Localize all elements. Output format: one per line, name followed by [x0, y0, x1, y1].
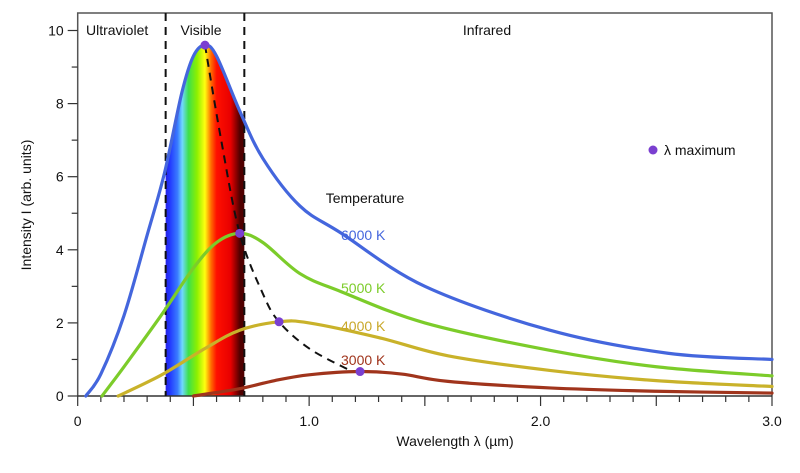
- series-label-5000k: 5000 K: [341, 280, 386, 296]
- region-label-infrared: Infrared: [463, 22, 511, 38]
- curve-5000k: [100, 231, 774, 398]
- plot-frame: [76, 12, 773, 396]
- y-axis-label: Intensity I (arb. units): [18, 140, 34, 271]
- region-label-ultraviolet: Ultraviolet: [86, 22, 148, 38]
- lambda-max-locus: [204, 44, 349, 371]
- region-label-visible: Visible: [181, 22, 222, 38]
- series-label-6000k: 6000 K: [341, 227, 386, 243]
- temperature-heading: Temperature: [326, 190, 405, 206]
- x-tick-label: 1.0: [299, 413, 319, 429]
- curve-6000k: [84, 43, 774, 398]
- y-tick-label: 4: [56, 242, 64, 258]
- legend-marker: [648, 145, 658, 155]
- legend-label: λ maximum: [664, 142, 736, 158]
- x-tick-label: 2.0: [531, 413, 551, 429]
- curve-3000k: [191, 369, 774, 398]
- lambda-max-point-5000k: [235, 228, 245, 238]
- y-tick-label: 2: [56, 315, 64, 331]
- x-tick-label: 0: [74, 413, 82, 429]
- series-label-3000k: 3000 K: [341, 352, 386, 368]
- lambda-max-point-6000k: [200, 40, 210, 50]
- x-tick-label: 3.0: [762, 413, 782, 429]
- y-tick-label: 0: [56, 388, 64, 404]
- y-tick-label: 10: [48, 23, 64, 39]
- curve-4000k: [116, 319, 774, 398]
- series-label-4000k: 4000 K: [341, 318, 386, 334]
- lambda-max-point-3000k: [355, 367, 365, 377]
- x-axis-label: Wavelength λ (µm): [396, 433, 513, 449]
- lambda-max-point-4000k: [274, 317, 284, 327]
- y-tick-label: 6: [56, 169, 64, 185]
- y-tick-label: 8: [56, 96, 64, 112]
